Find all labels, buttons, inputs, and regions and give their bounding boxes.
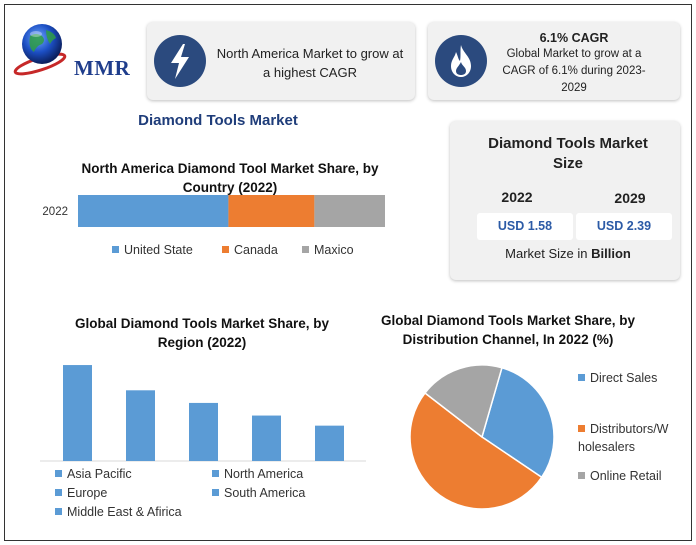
legend-swatch — [112, 246, 119, 253]
brand-name: MMR — [74, 56, 130, 81]
bar-segment-united-state — [78, 195, 228, 227]
legend-item-online-retail: Online Retail — [578, 469, 662, 483]
year-2022: 2022 — [469, 189, 565, 205]
channel-pie-chart — [405, 360, 560, 515]
legend-item-middle-east-africa: Middle East & Afirica — [55, 505, 182, 519]
legend-swatch — [212, 470, 219, 477]
unit-bold: Billion — [591, 246, 631, 261]
legend-item-south-america: South America — [212, 486, 305, 500]
global-cagr-title: 6.1% CAGR — [500, 31, 648, 45]
year-2029: 2029 — [582, 190, 678, 206]
lightning-icon — [154, 35, 206, 87]
unit-prefix: Market Size in — [505, 246, 591, 261]
value-2022: USD 1.58 — [477, 213, 573, 240]
legend-item-distributors: Distributors/W holesalers — [578, 420, 668, 456]
bar-segment-canada — [228, 195, 314, 227]
globe-icon — [12, 18, 76, 78]
legend-label: United State — [124, 243, 193, 257]
legend-item-canada: Canada — [222, 243, 278, 257]
bar-asia-pacific — [63, 365, 92, 461]
global-cagr-text: Global Market to grow at a CAGR of 6.1% … — [500, 46, 648, 97]
legend-item-asia-pacific: Asia Pacific — [55, 467, 132, 481]
legend-swatch — [578, 472, 585, 479]
legend-item-north-america: North America — [212, 467, 303, 481]
legend-item-direct-sales: Direct Sales — [578, 371, 657, 385]
legend-item-united-state: United State — [112, 243, 193, 257]
legend-label: Distributors/W holesalers — [578, 422, 668, 454]
legend-label: South America — [224, 486, 305, 500]
legend-label: Middle East & Afirica — [67, 505, 182, 519]
page-title: Diamond Tools Market — [100, 112, 336, 129]
legend-swatch — [578, 374, 585, 381]
legend-label: Maxico — [314, 243, 354, 257]
legend-swatch — [55, 470, 62, 477]
bar-europe — [126, 390, 155, 461]
legend-item-maxico: Maxico — [302, 243, 354, 257]
region-chart-title: Global Diamond Tools Market Share, by Re… — [52, 314, 352, 352]
legend-swatch — [578, 425, 585, 432]
legend-label: Europe — [67, 486, 107, 500]
legend-label: Direct Sales — [590, 371, 657, 385]
bar-middle-east-afirica — [315, 426, 344, 461]
market-size-title: Diamond Tools Market Size — [478, 134, 658, 174]
region-bar-chart — [40, 360, 370, 464]
legend-swatch — [212, 489, 219, 496]
channel-chart-title: Global Diamond Tools Market Share, by Di… — [372, 311, 644, 349]
bar-north-america — [189, 403, 218, 461]
na-category-label: 2022 — [42, 206, 68, 218]
na-stacked-chart: 2022 — [40, 190, 400, 234]
na-cagr-text: North America Market to grow at a highes… — [212, 44, 408, 82]
legend-item-europe: Europe — [55, 486, 107, 500]
bar-south-america — [252, 416, 281, 461]
legend-swatch — [55, 489, 62, 496]
legend-label: North America — [224, 467, 303, 481]
legend-swatch — [302, 246, 309, 253]
legend-swatch — [55, 508, 62, 515]
legend-swatch — [222, 246, 229, 253]
legend-label: Canada — [234, 243, 278, 257]
brand-logo: MMR — [12, 18, 140, 78]
bar-segment-maxico — [314, 195, 385, 227]
market-size-unit: Market Size in Billion — [486, 246, 650, 261]
legend-label: Asia Pacific — [67, 467, 132, 481]
value-2029: USD 2.39 — [576, 213, 672, 240]
flame-icon — [435, 35, 487, 87]
legend-label: Online Retail — [590, 469, 662, 483]
